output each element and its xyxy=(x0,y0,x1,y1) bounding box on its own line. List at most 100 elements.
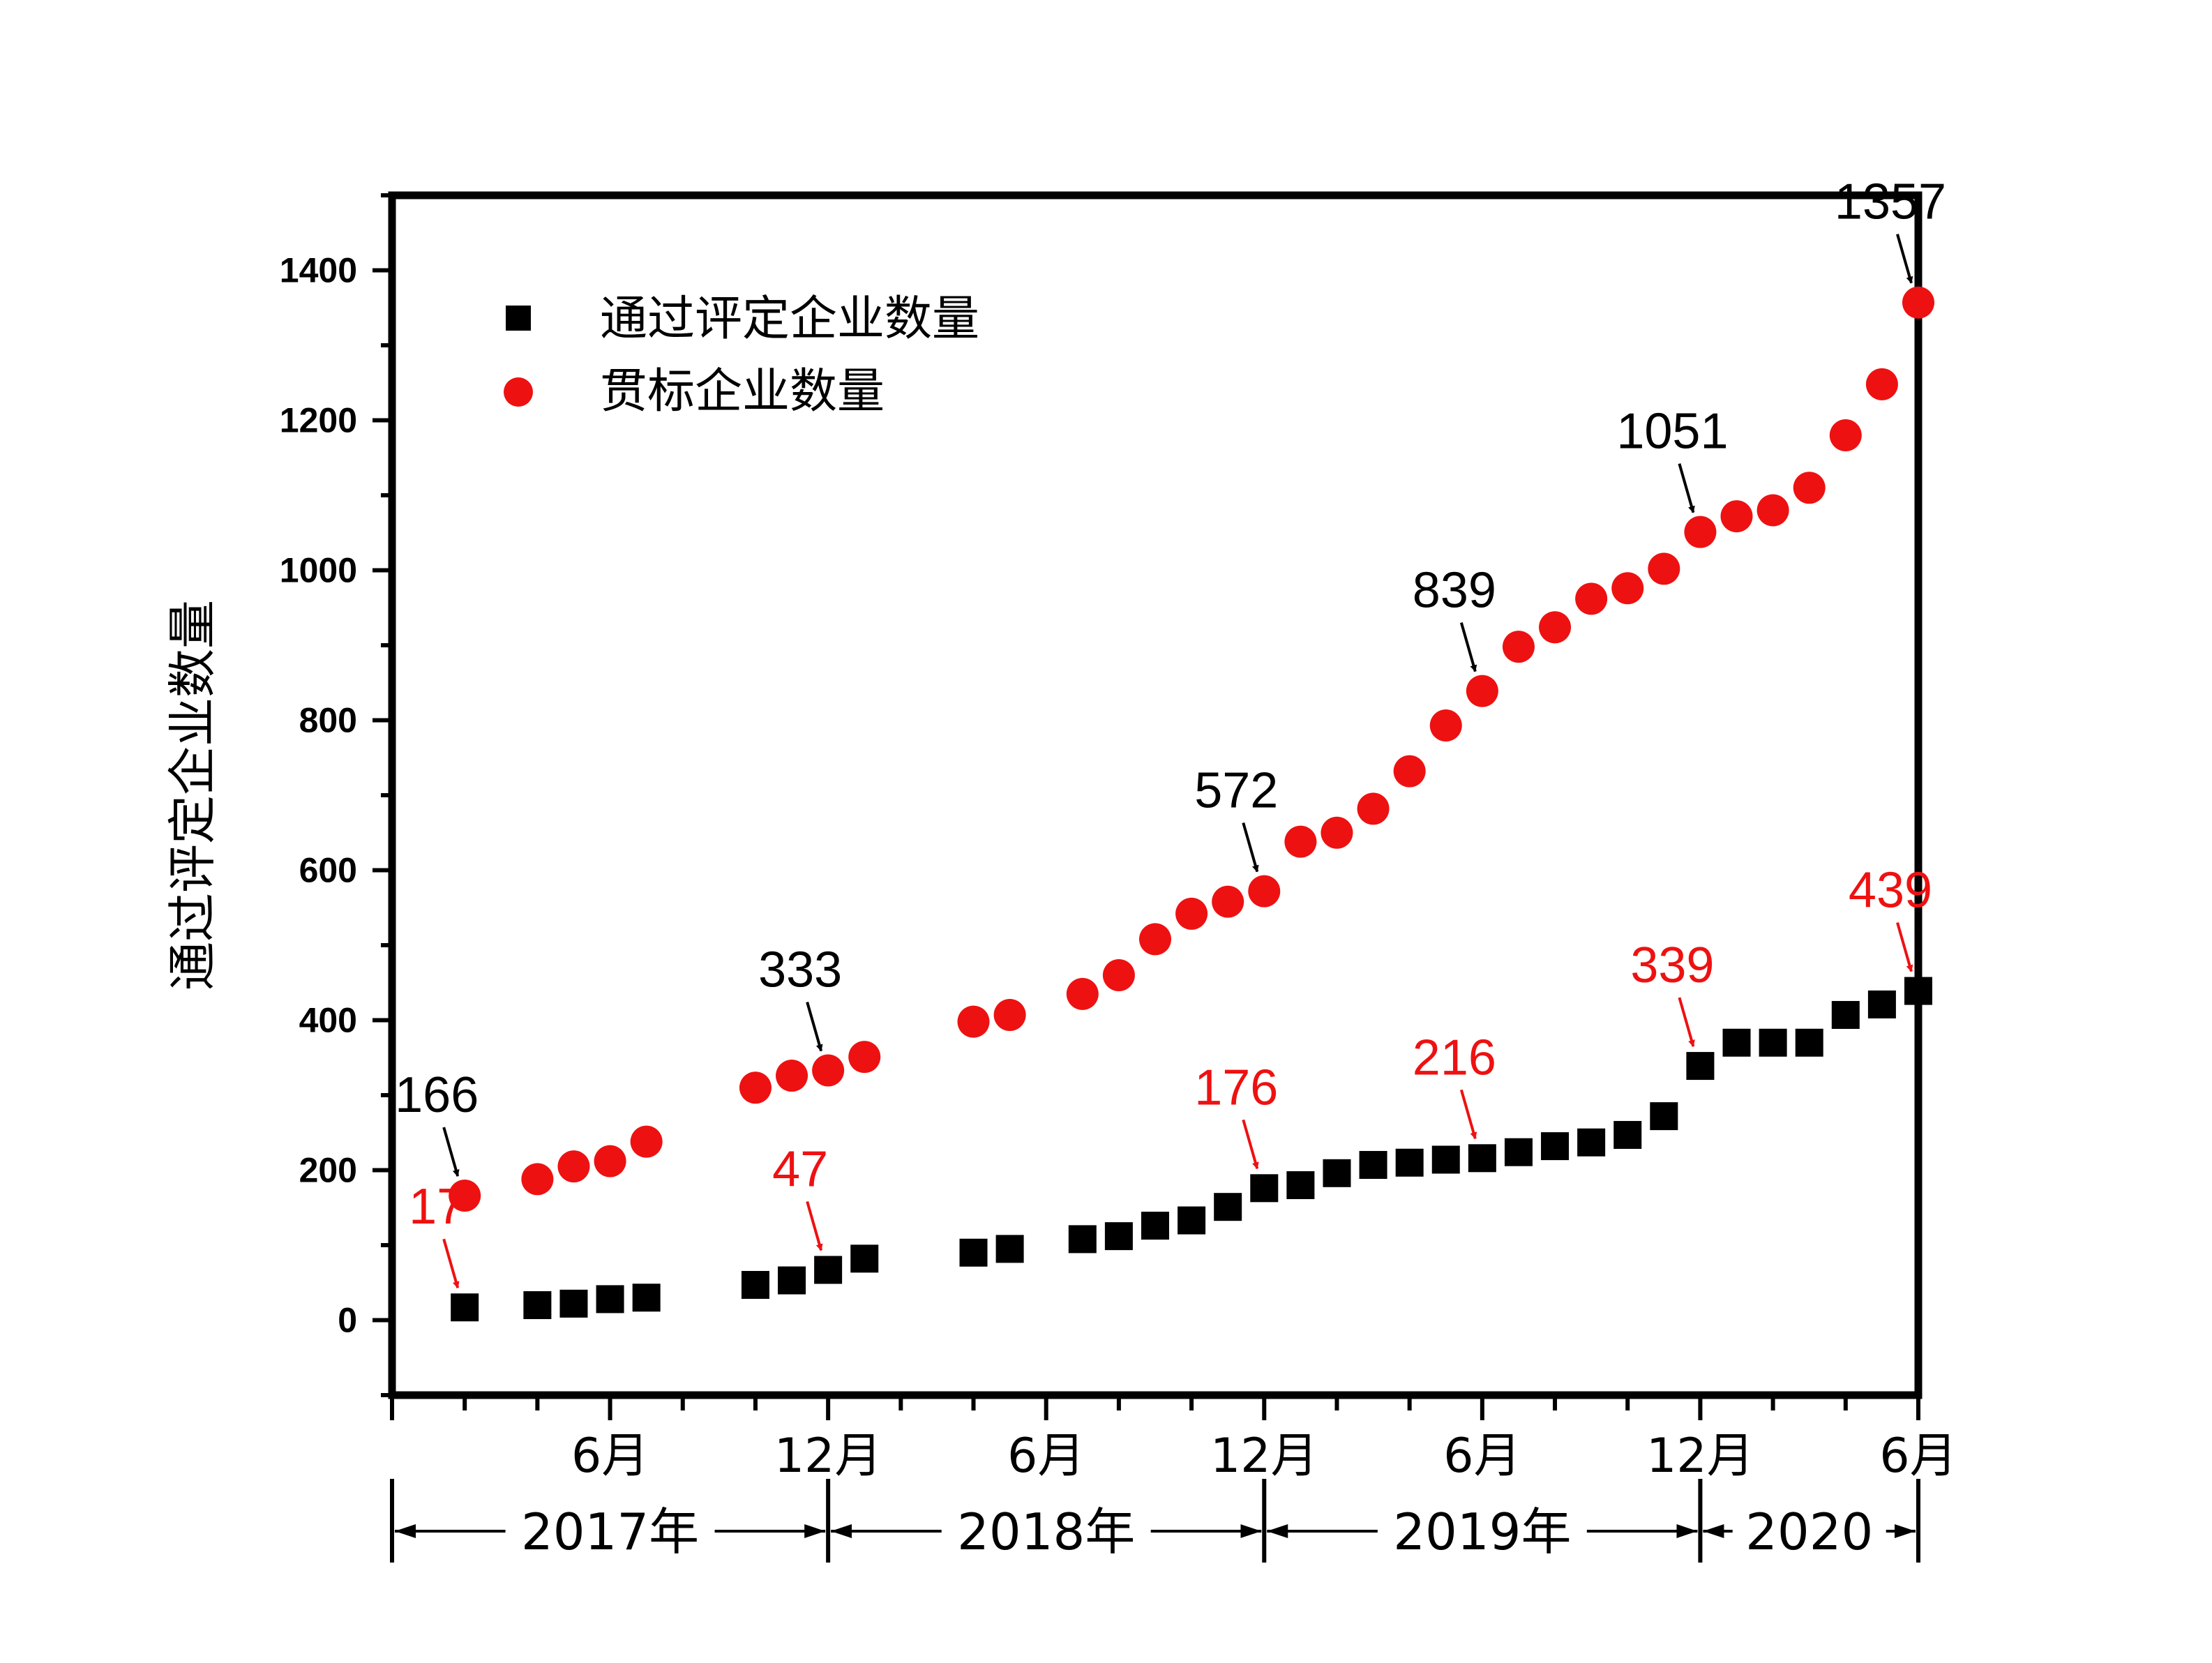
annotation-arrow xyxy=(442,1238,460,1289)
year-label: 2019年 xyxy=(1393,1503,1571,1561)
square-point xyxy=(741,1270,769,1299)
square-point xyxy=(1104,1222,1133,1251)
circle-point xyxy=(1720,500,1753,533)
circle-point xyxy=(1321,816,1353,849)
annotation-label: 1357 xyxy=(1835,174,1946,230)
circle-point xyxy=(1829,419,1862,451)
x-tick-label: 12月 xyxy=(1210,1429,1318,1484)
annotation-arrow xyxy=(1242,822,1259,873)
square-point xyxy=(1759,1028,1787,1057)
circle-point xyxy=(1284,825,1317,858)
annotation-label: 1051 xyxy=(1616,404,1728,460)
square-point xyxy=(1831,1000,1860,1029)
square-point xyxy=(1323,1159,1351,1187)
circle-point xyxy=(1793,472,1826,504)
annotation-arrow xyxy=(1896,234,1913,284)
circle-point xyxy=(1429,709,1462,742)
square-point xyxy=(850,1244,879,1273)
square-point xyxy=(1468,1144,1496,1173)
square-point xyxy=(1431,1145,1460,1174)
circle-point xyxy=(1102,959,1135,991)
annotation-label: 17 xyxy=(409,1179,465,1235)
circle-point xyxy=(1611,572,1644,605)
circle-point xyxy=(1393,755,1426,788)
y-tick-label: 200 xyxy=(299,1151,357,1190)
circle-point xyxy=(594,1145,626,1177)
circle-point xyxy=(1466,675,1498,707)
square-point xyxy=(1722,1028,1751,1057)
y-tick-label: 0 xyxy=(338,1301,357,1340)
circle-point xyxy=(993,998,1026,1031)
square-point xyxy=(1577,1128,1606,1157)
legend-square-marker xyxy=(506,306,531,331)
circle-point xyxy=(1248,875,1281,908)
y-tick-label: 800 xyxy=(299,701,357,740)
y-tick-label: 1400 xyxy=(280,251,357,290)
circle-point xyxy=(1865,368,1898,400)
annotation-arrow xyxy=(1459,1089,1477,1140)
y-tick-label: 1000 xyxy=(280,551,357,590)
y-axis-label: 通过评定企业数量 xyxy=(164,600,221,991)
annotation-label: 439 xyxy=(1849,863,1932,919)
x-tick-label: 6月 xyxy=(1879,1429,1957,1484)
annotation-label: 572 xyxy=(1194,763,1278,819)
annotation-label: 339 xyxy=(1630,938,1714,993)
circle-point xyxy=(776,1060,808,1092)
square-point xyxy=(1504,1138,1533,1166)
circle-point xyxy=(630,1125,663,1158)
square-point xyxy=(814,1256,843,1284)
circle-point xyxy=(1684,516,1717,548)
annotation-arrow xyxy=(1896,922,1913,972)
square-point xyxy=(1068,1225,1097,1254)
square-point xyxy=(1359,1150,1387,1179)
x-tick-label: 12月 xyxy=(1646,1429,1754,1484)
square-point xyxy=(995,1235,1024,1263)
square-point xyxy=(1250,1174,1279,1203)
y-tick-label: 400 xyxy=(299,1001,357,1040)
annotation-label: 839 xyxy=(1413,563,1496,619)
circle-point xyxy=(449,1180,481,1212)
square-point xyxy=(523,1291,552,1319)
square-point xyxy=(1686,1052,1715,1081)
y-tick-label: 600 xyxy=(299,851,357,890)
y-tick-label: 1200 xyxy=(280,401,357,440)
square-point xyxy=(1286,1171,1315,1199)
circle-point xyxy=(521,1163,554,1196)
square-point xyxy=(1613,1120,1642,1149)
square-point xyxy=(1141,1212,1169,1240)
circle-point xyxy=(848,1041,881,1074)
annotation-arrow xyxy=(806,1201,823,1251)
circle-point xyxy=(957,1005,990,1038)
square-point xyxy=(596,1285,624,1314)
square-point xyxy=(1867,990,1896,1018)
annotation-arrow xyxy=(442,1127,460,1177)
annotation-arrow xyxy=(1459,622,1477,672)
circle-point xyxy=(1902,286,1934,319)
circle-point xyxy=(1539,611,1572,644)
square-point xyxy=(1178,1206,1206,1235)
circle-point xyxy=(1502,631,1535,663)
circle-point xyxy=(1756,494,1789,527)
square-point xyxy=(1541,1132,1570,1161)
square-point xyxy=(1395,1148,1424,1177)
circle-point xyxy=(1575,582,1608,615)
annotation-label: 333 xyxy=(758,942,842,998)
circle-point xyxy=(1066,977,1099,1010)
x-tick-label: 6月 xyxy=(571,1429,649,1484)
circle-point xyxy=(1357,792,1390,825)
circle-point xyxy=(557,1150,590,1183)
annotation-arrow xyxy=(1678,463,1695,513)
square-point xyxy=(959,1238,988,1267)
year-label: 2017年 xyxy=(521,1503,699,1561)
square-point xyxy=(778,1266,806,1295)
square-point xyxy=(451,1293,479,1322)
year-label: 2018年 xyxy=(957,1503,1135,1561)
x-tick-label: 12月 xyxy=(774,1429,882,1484)
year-label: 2020 xyxy=(1745,1503,1873,1561)
circle-point xyxy=(1175,897,1208,930)
annotation-label: 47 xyxy=(772,1141,828,1197)
x-tick-label: 6月 xyxy=(1443,1429,1521,1484)
annotation-arrow xyxy=(1242,1119,1259,1170)
square-point xyxy=(632,1284,661,1312)
